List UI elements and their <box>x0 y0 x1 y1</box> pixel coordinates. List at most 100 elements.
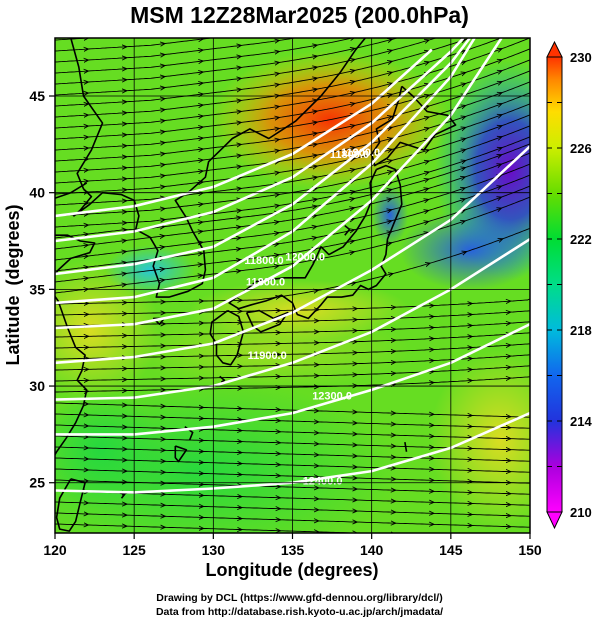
streamline <box>55 435 530 451</box>
streamline <box>55 468 530 484</box>
wind-arrow <box>499 155 501 156</box>
wind-arrow <box>499 164 501 165</box>
wind-arrow <box>463 199 465 200</box>
streamline <box>55 402 530 418</box>
y-tick-label: 40 <box>29 185 45 201</box>
coastline <box>219 375 226 383</box>
wind-arrow <box>389 199 391 200</box>
wind-arrow <box>390 94 392 95</box>
wind-arrow <box>353 147 355 148</box>
wind-arrow <box>500 126 502 127</box>
wind-arrow <box>427 62 429 63</box>
wind-arrow <box>353 103 355 104</box>
wind-arrow <box>390 138 392 139</box>
contour-label: 11900.0 <box>248 350 287 362</box>
wind-arrow <box>390 182 392 183</box>
wind-arrow <box>500 49 502 50</box>
streamline <box>55 70 530 162</box>
wind-arrow <box>352 208 354 209</box>
streamline <box>55 92 530 184</box>
wind-arrow <box>390 127 392 128</box>
streamline <box>55 103 530 195</box>
wind-arrow <box>500 137 502 138</box>
wind-arrow <box>352 252 354 253</box>
y-axis-label: Latitude (degrees) <box>3 204 23 365</box>
wind-arrow <box>353 191 355 192</box>
wind-arrow <box>353 81 355 82</box>
x-tick-label: 135 <box>281 542 305 558</box>
streamline <box>55 446 530 462</box>
coastline <box>70 38 366 298</box>
temp-patch-yellow-east <box>430 350 530 530</box>
wind-arrow <box>464 105 466 106</box>
wind-arrow <box>427 128 429 129</box>
x-tick-label: 120 <box>43 542 67 558</box>
wind-arrow <box>426 221 428 222</box>
wind-arrow <box>353 283 355 284</box>
wind-arrow <box>500 115 502 116</box>
wind-arrow <box>500 82 502 83</box>
wind-arrow <box>390 39 392 40</box>
coastline <box>404 441 408 452</box>
streamline <box>55 163 530 261</box>
wind-arrow <box>426 232 428 233</box>
wind-arrow <box>500 93 502 94</box>
streamline <box>55 332 530 349</box>
streamline <box>55 227 530 305</box>
wind-arrow <box>500 71 502 72</box>
x-axis-label: Longitude (degrees) <box>205 560 378 580</box>
wind-arrow <box>464 83 466 84</box>
wind-arrow <box>463 210 465 211</box>
streamline <box>55 174 530 272</box>
colorbar-tick-label: 230 <box>570 50 592 65</box>
wind-arrow <box>499 186 501 187</box>
wind-arrow <box>501 239 503 240</box>
wind-arrow <box>463 188 465 189</box>
contour-label: 12300.0 <box>312 391 352 403</box>
y-tick-label: 45 <box>29 88 45 104</box>
colorbar: 230 226 222 218 214 210 <box>546 40 592 530</box>
wind-arrow <box>390 83 392 84</box>
x-tick-label: 145 <box>439 542 463 558</box>
contour-label: 12000.0 <box>285 251 325 263</box>
streamline <box>55 424 530 440</box>
contour-label: 12400.0 <box>303 476 343 488</box>
streamline <box>55 48 530 140</box>
wind-arrow <box>499 208 501 209</box>
x-tick-label: 125 <box>122 542 146 558</box>
wind-arrow <box>390 160 392 161</box>
coastline <box>55 234 96 457</box>
colorbar-tick-label: 210 <box>570 505 592 520</box>
wind-arrow <box>464 127 466 128</box>
coastline <box>55 478 86 532</box>
wind-arrow <box>464 138 466 139</box>
colorbar-top-arrow <box>546 40 563 58</box>
colorbar-tick-label: 222 <box>570 232 592 247</box>
wind-streamlines <box>55 38 530 533</box>
colorbar-bottom-arrow <box>546 511 563 530</box>
coastline <box>209 309 245 366</box>
streamline <box>55 512 530 528</box>
streamline <box>55 38 97 41</box>
streamline <box>55 38 472 107</box>
wind-arrow <box>353 92 355 93</box>
credit-data: Data from http://database.rish.kyoto-u.a… <box>155 606 444 618</box>
wind-arrow <box>353 125 355 126</box>
wind-arrow <box>427 161 429 162</box>
contour-label: 11800.0 <box>330 149 369 161</box>
wind-arrow <box>464 160 466 161</box>
lat-lon-grid <box>55 38 530 533</box>
wind-arrow <box>390 189 392 190</box>
wind-arrow <box>500 60 502 61</box>
wind-arrow <box>463 177 465 178</box>
y-tick-label: 35 <box>29 281 45 297</box>
contour-label: 11800.0 <box>246 277 285 289</box>
wind-arrow <box>427 40 429 41</box>
x-tick-label: 130 <box>202 542 226 558</box>
streamline <box>55 501 530 517</box>
wind-arrow <box>426 188 428 189</box>
streamline <box>55 376 530 393</box>
wind-arrow <box>390 116 392 117</box>
wind-arrow <box>464 61 466 62</box>
